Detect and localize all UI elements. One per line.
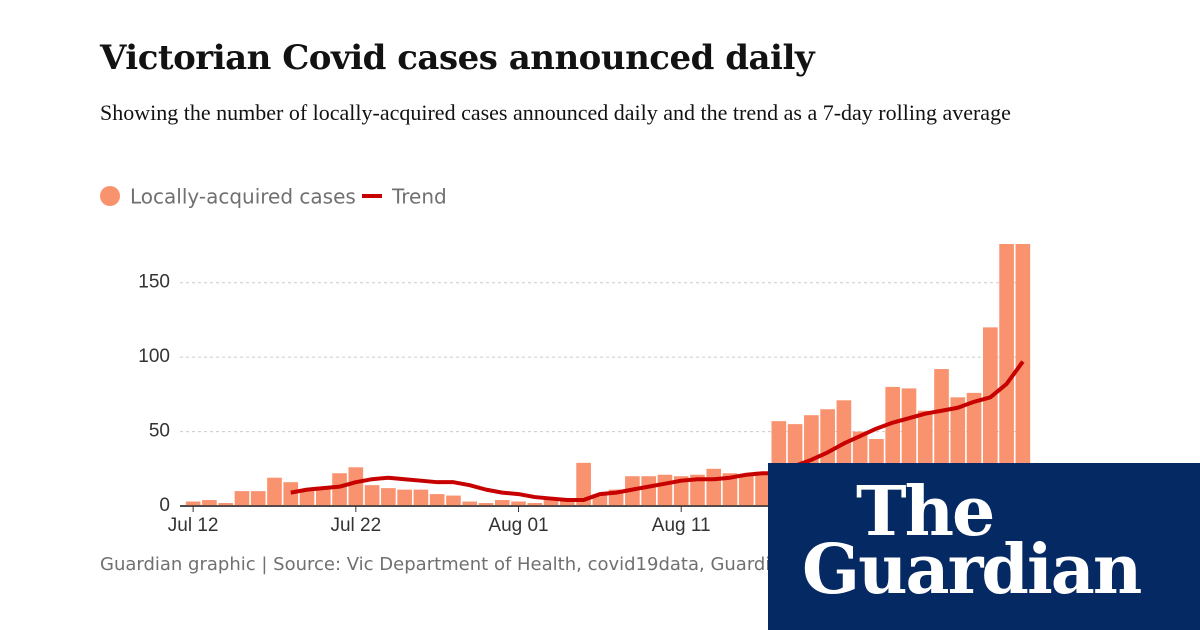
bar xyxy=(348,467,364,506)
bar xyxy=(738,474,754,506)
bar xyxy=(706,468,722,506)
legend-label: Locally-acquired cases xyxy=(130,185,356,209)
bar xyxy=(755,471,770,506)
bar xyxy=(462,501,478,506)
bar xyxy=(185,501,201,506)
trend-line xyxy=(290,360,1025,503)
y-tick-label: 0 xyxy=(159,495,170,516)
bar xyxy=(673,476,689,506)
bar xyxy=(364,485,380,506)
bar xyxy=(397,489,412,506)
bar xyxy=(494,500,510,506)
bar xyxy=(332,473,347,506)
bar xyxy=(543,498,559,506)
bar xyxy=(381,488,396,506)
x-tick-label: Aug 11 xyxy=(652,515,711,536)
bar xyxy=(511,501,526,506)
bar xyxy=(202,500,217,506)
logo-line: The xyxy=(856,472,995,552)
bar xyxy=(999,244,1014,506)
bar xyxy=(983,327,998,506)
x-tick-label: Aug 01 xyxy=(488,515,548,536)
x-tick-label: Jul 22 xyxy=(330,515,381,536)
bar xyxy=(299,489,315,506)
bar xyxy=(429,494,445,506)
legend-swatch xyxy=(100,186,120,206)
y-tick-label: 50 xyxy=(149,421,170,442)
logo: The Guardian xyxy=(768,463,1200,630)
source-note: Guardian graphic | Source: Vic Departmen… xyxy=(100,554,793,575)
y-tick-label: 150 xyxy=(138,272,170,293)
bar xyxy=(527,503,543,506)
bar xyxy=(283,482,299,506)
bar xyxy=(641,476,656,506)
bar xyxy=(657,474,673,506)
chart-subtitle: Showing the number of locally-acquired c… xyxy=(100,100,1011,125)
bar xyxy=(576,462,591,506)
bar xyxy=(218,503,233,506)
bar xyxy=(315,486,331,506)
bar xyxy=(592,494,608,506)
logo-line: Guardian xyxy=(802,530,1142,610)
bar xyxy=(1015,244,1031,506)
legend-label: Trend xyxy=(391,185,447,209)
bar xyxy=(722,473,738,506)
bar xyxy=(478,503,494,506)
bar xyxy=(267,477,282,506)
y-tick-label: 100 xyxy=(138,346,170,367)
bar xyxy=(413,489,429,506)
bar xyxy=(234,491,250,506)
bar xyxy=(560,498,575,506)
chart-title: Victorian Covid cases announced daily xyxy=(100,38,815,78)
bar xyxy=(690,474,705,506)
bar xyxy=(446,495,461,506)
bar xyxy=(250,491,266,506)
x-tick-label: Jul 12 xyxy=(168,515,219,536)
